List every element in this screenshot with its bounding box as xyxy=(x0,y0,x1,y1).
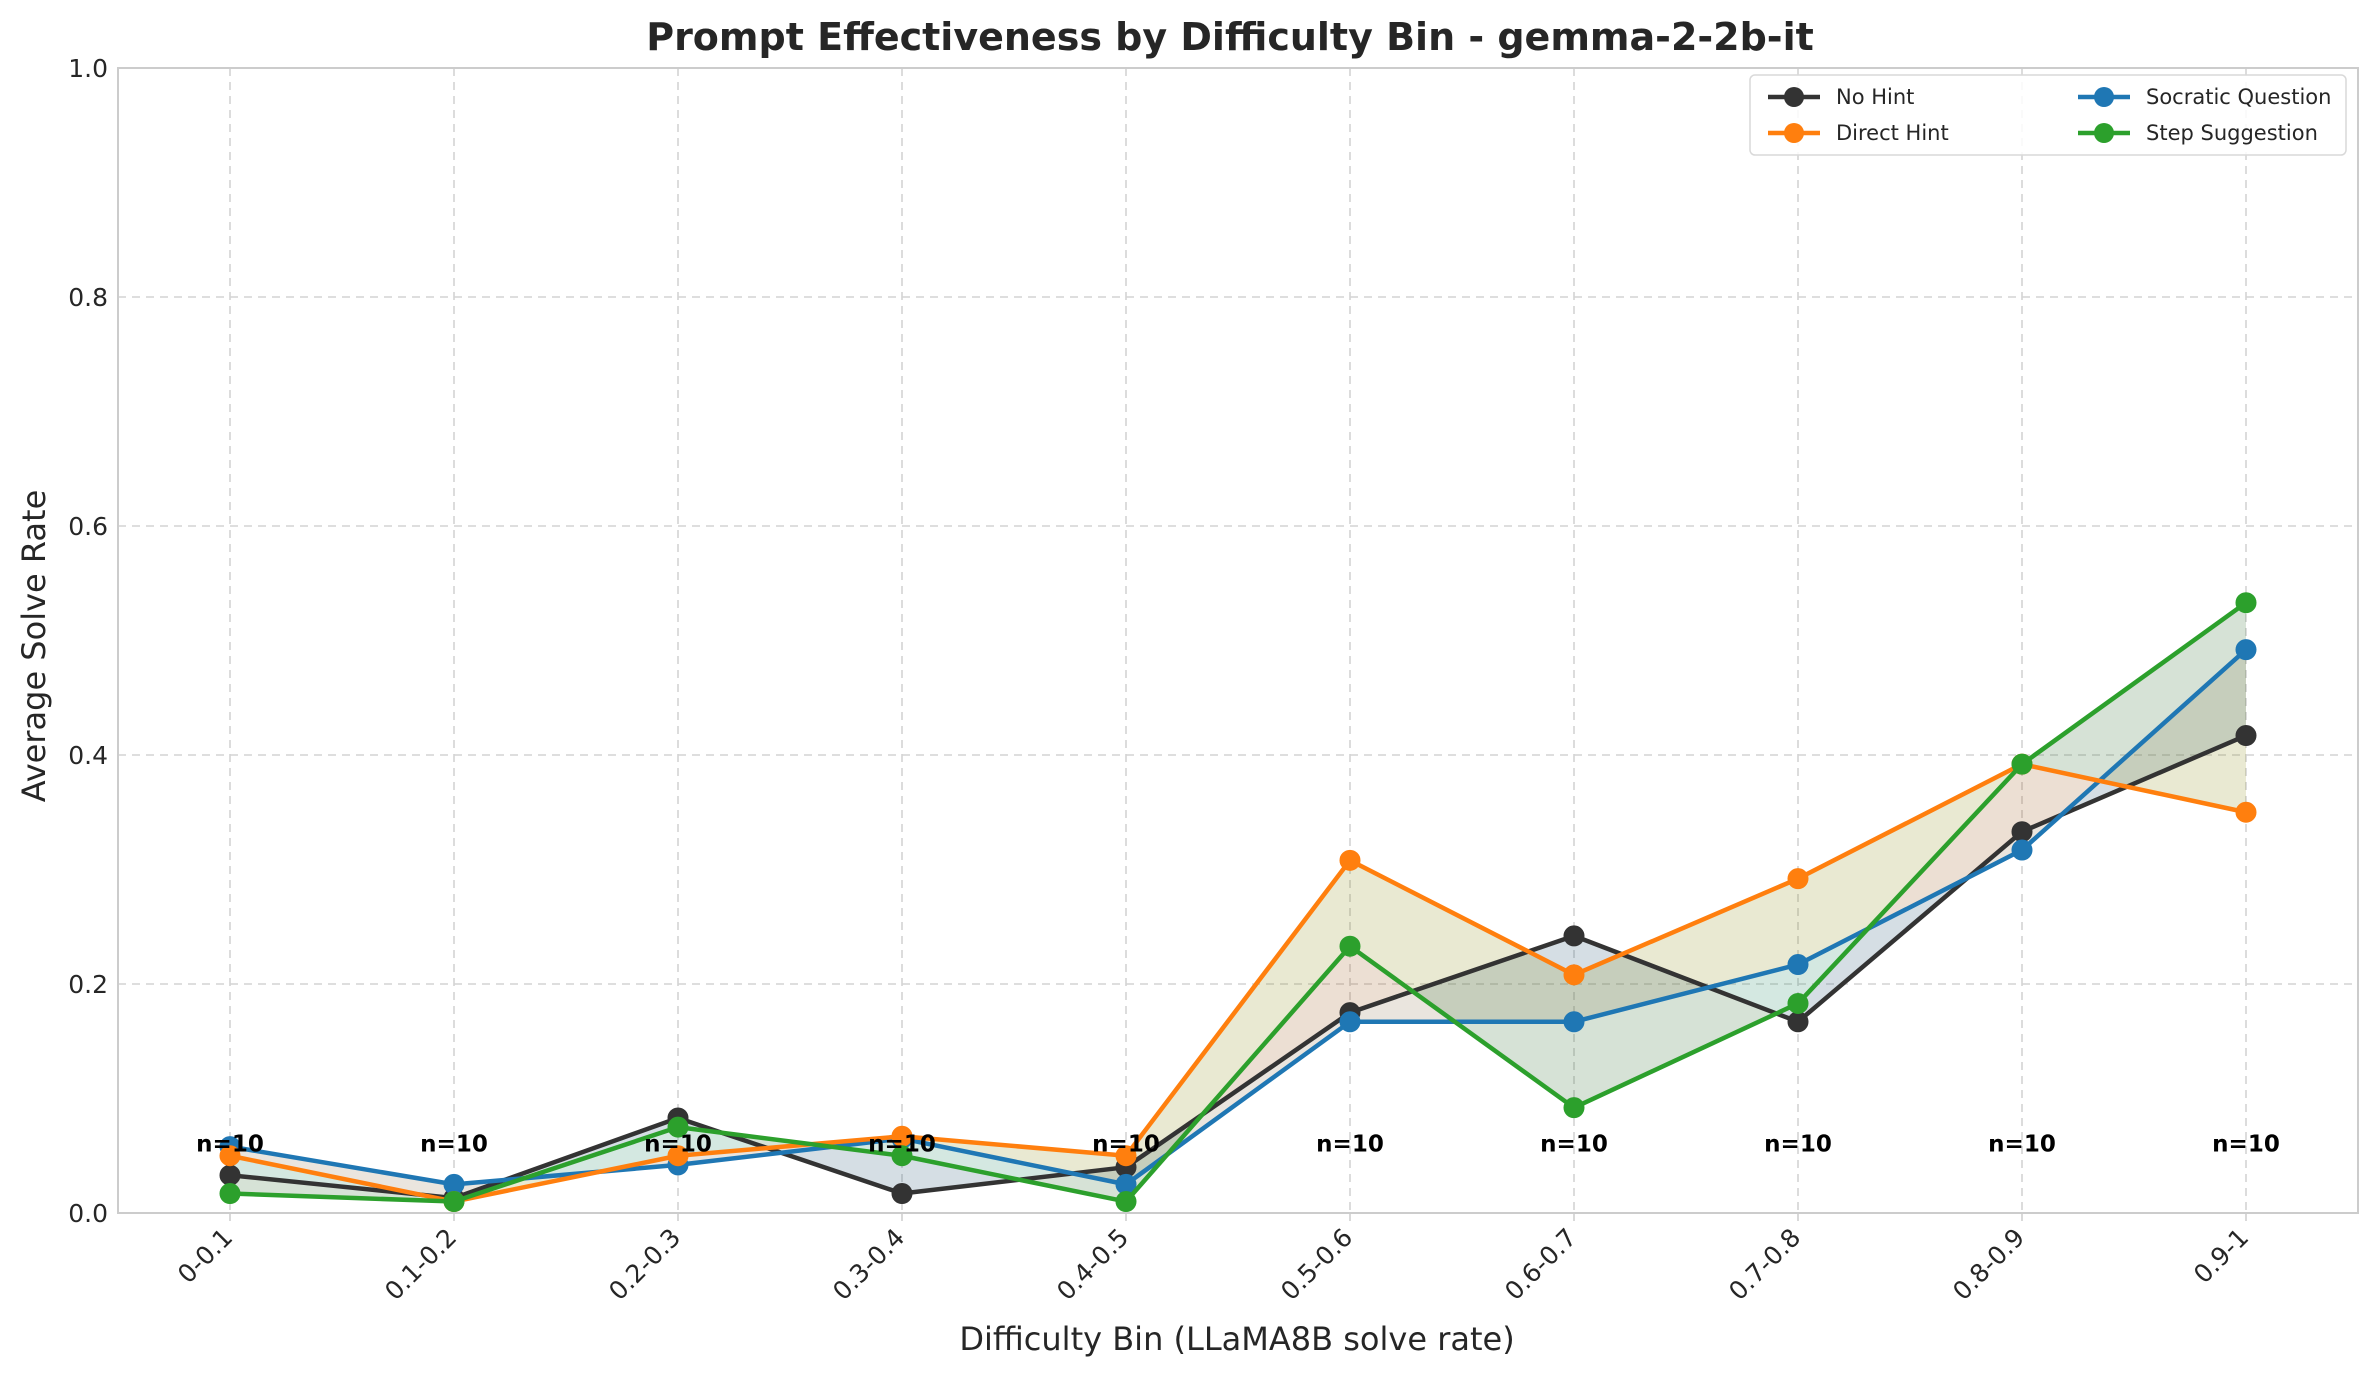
data-point xyxy=(667,1116,689,1138)
data-point xyxy=(2011,839,2033,861)
data-point xyxy=(2235,801,2257,823)
sample-size-label: n=10 xyxy=(1316,1131,1384,1157)
x-axis-label: Difficulty Bin (LLaMA8B solve rate) xyxy=(959,1320,1514,1358)
sample-size-label: n=10 xyxy=(644,1131,712,1157)
data-point xyxy=(1115,1145,1137,1167)
legend-label: Socratic Question xyxy=(2146,85,2331,109)
y-axis-label: Average Solve Rate xyxy=(15,490,53,803)
data-point xyxy=(2235,725,2257,747)
data-point xyxy=(219,1145,241,1167)
legend-marker xyxy=(1784,123,1804,143)
legend-label: No Hint xyxy=(1836,85,1914,109)
y-tick-label: 0.4 xyxy=(68,741,108,770)
data-point xyxy=(1339,1011,1361,1033)
legend-box xyxy=(1749,74,2347,156)
sample-size-label: n=10 xyxy=(420,1131,488,1157)
data-point xyxy=(2011,821,2033,843)
data-point xyxy=(1339,849,1361,871)
data-point xyxy=(1563,964,1585,986)
series-line xyxy=(229,647,2248,1187)
sample-size-label: n=10 xyxy=(868,1131,936,1157)
data-point xyxy=(1787,868,1809,890)
legend-label: Step Suggestion xyxy=(2146,121,2318,145)
y-axis-ticks: 0.0 0.2 0.4 0.6 0.8 1.0 xyxy=(68,54,108,1228)
series-direct-hint xyxy=(219,753,2257,1213)
y-tick-label: 0.6 xyxy=(68,512,108,541)
legend: No Hint Direct Hint Socratic Question Step … xyxy=(1749,74,2347,156)
sample-size-label: n=10 xyxy=(1092,1131,1160,1157)
data-point xyxy=(2235,592,2257,614)
legend-item: No Hint xyxy=(1768,85,1914,109)
data-point xyxy=(1563,1097,1585,1119)
series-line xyxy=(229,761,2247,1204)
sample-size-label: n=10 xyxy=(1764,1131,1832,1157)
series-line xyxy=(229,733,2247,1201)
series-line xyxy=(229,600,2248,1204)
legend-item: Socratic Question xyxy=(2078,85,2331,109)
series-lines xyxy=(219,592,2257,1213)
series-step-suggestion xyxy=(219,592,2257,1213)
legend-item: Direct Hint xyxy=(1768,121,1949,145)
chart-title: Prompt Effectiveness by Difficulty Bin -… xyxy=(646,15,1814,59)
y-tick-label: 1.0 xyxy=(68,54,108,83)
data-point xyxy=(219,1164,241,1186)
data-point xyxy=(1563,1011,1585,1033)
data-point xyxy=(1787,992,1809,1014)
sample-size-label: n=10 xyxy=(1988,1131,2056,1157)
data-point xyxy=(1787,954,1809,976)
data-point xyxy=(1339,935,1361,957)
legend-marker xyxy=(2094,87,2114,107)
data-point xyxy=(2011,753,2033,775)
data-point xyxy=(2235,639,2257,661)
data-point xyxy=(1563,925,1585,947)
data-point xyxy=(1115,1191,1137,1213)
sample-size-labels: n=10 n=10 n=10 n=10 n=10 n=10 n=10 n=10 n=10 n=10 xyxy=(196,1131,2280,1157)
sample-size-label: n=10 xyxy=(1540,1131,1608,1157)
data-point xyxy=(891,1183,913,1205)
plot-frame xyxy=(117,67,2359,1214)
y-tick-label: 0.0 xyxy=(68,1199,108,1228)
data-point xyxy=(443,1191,465,1213)
y-tick-label: 0.2 xyxy=(68,970,108,999)
legend-label: Direct Hint xyxy=(1836,121,1949,145)
data-point xyxy=(891,1145,913,1167)
legend-item: Step Suggestion xyxy=(2078,121,2318,145)
sample-size-label: n=10 xyxy=(2212,1131,2280,1157)
data-point xyxy=(219,1183,241,1205)
legend-marker xyxy=(2094,123,2114,143)
series-fill xyxy=(230,602,2246,1202)
sample-size-label: n=10 xyxy=(196,1131,264,1157)
data-point xyxy=(1787,1011,1809,1033)
y-tick-label: 0.8 xyxy=(68,283,108,312)
legend-marker xyxy=(1784,87,1804,107)
series-fill xyxy=(230,602,2246,1202)
data-point xyxy=(667,1145,689,1167)
